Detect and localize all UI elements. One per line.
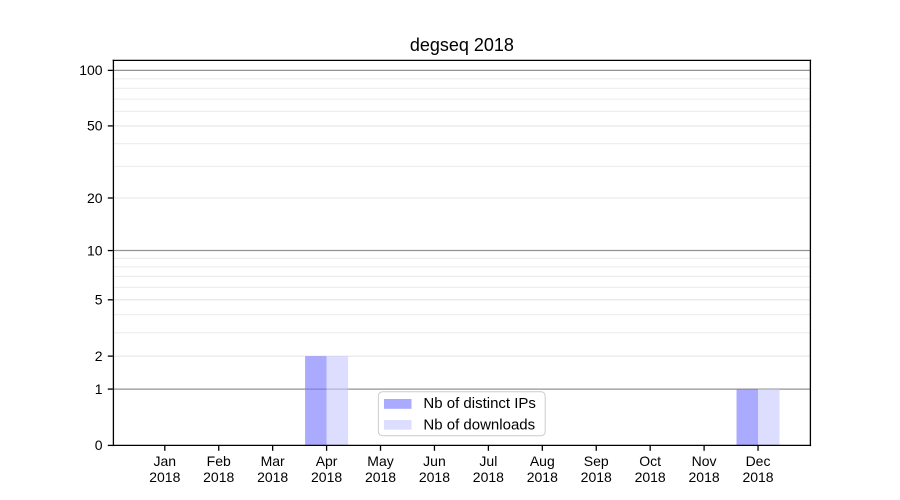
svg-text:Nb of downloads: Nb of downloads <box>423 417 535 434</box>
svg-text:degseq 2018: degseq 2018 <box>410 35 514 55</box>
svg-text:Nov: Nov <box>692 453 717 469</box>
svg-text:Aug: Aug <box>530 453 555 469</box>
svg-text:2018: 2018 <box>203 469 234 485</box>
svg-text:Oct: Oct <box>639 453 661 469</box>
svg-text:100: 100 <box>79 62 103 78</box>
svg-text:Jul: Jul <box>479 453 497 469</box>
svg-text:Jun: Jun <box>423 453 446 469</box>
svg-text:2018: 2018 <box>581 469 612 485</box>
svg-text:1: 1 <box>95 381 103 397</box>
svg-text:2018: 2018 <box>635 469 666 485</box>
svg-text:2018: 2018 <box>473 469 504 485</box>
svg-text:2018: 2018 <box>689 469 720 485</box>
svg-text:Mar: Mar <box>261 453 285 469</box>
svg-text:Feb: Feb <box>207 453 231 469</box>
svg-text:5: 5 <box>95 292 103 308</box>
svg-text:May: May <box>367 453 393 469</box>
svg-text:Nb of distinct IPs: Nb of distinct IPs <box>423 395 536 412</box>
svg-text:2018: 2018 <box>257 469 288 485</box>
svg-text:Sep: Sep <box>584 453 609 469</box>
svg-text:2: 2 <box>95 348 103 364</box>
svg-text:Jan: Jan <box>154 453 177 469</box>
svg-text:2018: 2018 <box>149 469 180 485</box>
svg-text:2018: 2018 <box>419 469 450 485</box>
svg-text:2018: 2018 <box>742 469 773 485</box>
svg-text:2018: 2018 <box>365 469 396 485</box>
svg-text:0: 0 <box>95 437 103 453</box>
svg-text:50: 50 <box>87 118 103 134</box>
svg-text:Dec: Dec <box>746 453 771 469</box>
svg-text:2018: 2018 <box>311 469 342 485</box>
svg-text:2018: 2018 <box>527 469 558 485</box>
svg-text:10: 10 <box>87 242 103 258</box>
svg-text:Apr: Apr <box>316 453 338 469</box>
svg-text:20: 20 <box>87 190 103 206</box>
